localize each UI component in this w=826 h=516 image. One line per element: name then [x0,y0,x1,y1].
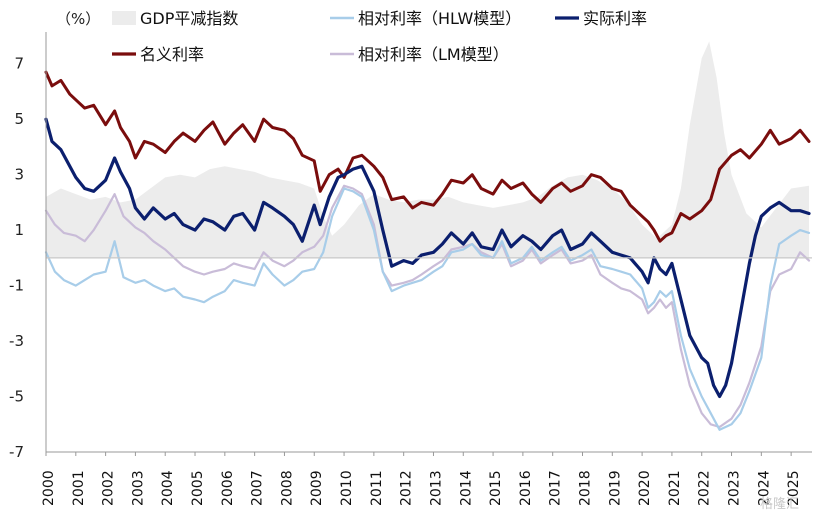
x-tick-label: 2016 [518,470,534,506]
series-line-real_rate [44,117,811,399]
x-tick-label: 2010 [339,470,355,506]
legend-label-nominal_rate: 名义利率 [140,45,204,64]
x-tick-label: 2025 [786,470,802,506]
x-tick-label: 2008 [279,470,295,506]
x-tick-label: 2015 [488,470,504,506]
y-tick-label: 3 [14,166,24,184]
x-tick-label: 2017 [548,470,564,506]
legend-swatch-gdp_deflator [112,11,136,25]
x-tick-label: 2006 [220,470,236,506]
x-tick-label: 2023 [727,470,743,506]
y-tick-label: 5 [14,110,24,128]
unit-label: （%） [56,10,100,28]
legend-label-relative_hlw: 相对利率（HLW模型） [358,9,521,28]
y-axis-ticks: 7 5 3 1 -1 -3 -5 -7 [9,55,24,461]
x-tick-label: 2001 [71,470,87,506]
y-tick-label: 7 [14,55,24,73]
x-tick-label: 2019 [607,470,623,506]
x-tick-label: 2021 [667,470,683,506]
y-tick-label: -3 [9,332,24,350]
line-layer [44,70,811,431]
area-layer [46,41,809,258]
x-tick-label: 2002 [101,470,117,506]
legend-label-relative_lm: 相对利率（LM模型） [358,45,509,64]
series-line-relative_lm [44,184,811,429]
y-tick-label: -1 [9,277,24,295]
x-tick-label: 2012 [399,470,415,506]
x-tick-label: 2022 [697,470,713,506]
x-tick-label: 2011 [369,470,385,506]
x-tick-label: 2004 [160,470,176,506]
watermark-text: 格隆汇 [760,496,799,512]
series-line-relative_hlw [44,187,811,431]
y-tick-label: -7 [9,443,24,461]
x-tick-label: 2013 [428,470,444,506]
y-tick-label: -5 [9,388,24,406]
x-tick-label: 2009 [309,470,325,506]
x-tick-label: 2007 [250,470,266,506]
x-tick-label: 2000 [41,470,57,506]
legend-label-real_rate: 实际利率 [583,9,647,28]
x-tick-label: 2014 [458,470,474,506]
x-tick-label: 2005 [190,470,206,506]
y-tick-label: 1 [14,221,24,239]
x-tick-label: 2018 [577,470,593,506]
legend-label-gdp_deflator: GDP平减指数 [140,9,238,28]
x-axis-ticks: 2000 2001 2002 2003 2004 2005 2006 2007 2008 2009… [41,452,802,506]
x-tick-label: 2020 [637,470,653,506]
x-tick-label: 2024 [756,470,772,506]
series-area-gdp_deflator [46,41,809,258]
x-tick-label: 2003 [130,470,146,506]
series-line-nominal_rate [44,70,811,243]
